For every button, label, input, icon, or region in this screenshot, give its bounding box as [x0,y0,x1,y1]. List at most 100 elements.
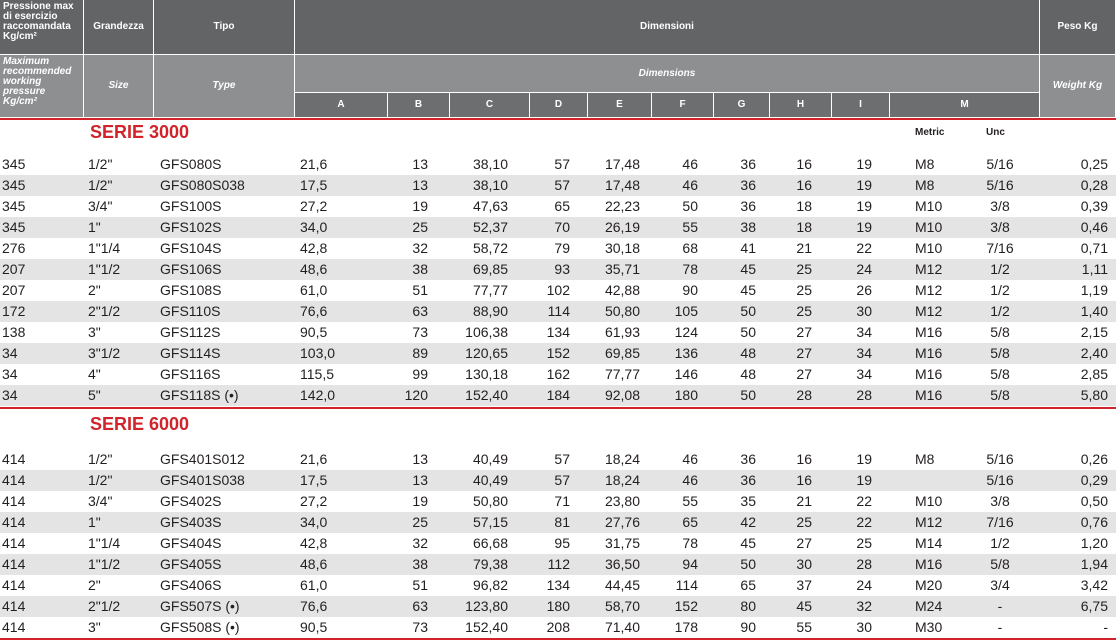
table-cell: 36,50 [604,556,640,572]
table-cell: 19 [856,156,872,172]
table-cell: GFS401S012 [160,451,245,467]
table-cell: 18,24 [604,472,640,488]
table-cell: 77,77 [472,282,508,298]
table-cell: 0,26 [1080,451,1108,467]
table-cell: 16 [796,177,812,193]
table-cell: M14 [915,535,943,551]
table-cell: 63 [412,303,428,319]
table-cell: 105 [674,303,698,319]
table-cell: 38 [412,261,428,277]
table-cell: 73 [412,324,428,340]
table-cell: 345 [2,156,26,172]
column-letter: B [388,93,450,118]
header-cell: Tipo [154,0,295,55]
table-cell: 2,15 [1080,324,1108,340]
table-cell: 345 [2,219,26,235]
table-cell: 46 [682,472,698,488]
table-cell: 180 [674,387,698,403]
table-cell: 57 [554,156,570,172]
table-cell: 36 [740,156,756,172]
table-cell: 1" [88,219,101,235]
table-cell: 103,0 [300,345,336,361]
table-cell: 90 [682,282,698,298]
table-row: 172 2"1/2 GFS110S 76,6 63 88,90 114 50,80 105 50 2… [0,301,1116,322]
table-cell: 2"1/2 [88,303,121,319]
table-cell: 65 [682,514,698,530]
table-cell: M12 [915,514,943,530]
table-cell: 27 [796,535,812,551]
table-cell: 1/2 [990,282,1010,298]
table-cell: 207 [2,282,26,298]
table-cell: 1,94 [1080,556,1108,572]
table-cell: M8 [915,451,935,467]
table-cell: M12 [915,261,943,277]
table-cell: 61,0 [300,577,328,593]
table-cell: 5,80 [1080,387,1108,403]
table-cell: 22 [856,240,872,256]
table-cell: 120 [404,387,428,403]
table-row: 345 1/2" GFS080S 21,6 13 38,10 57 17,48 46 36 16 19… [0,154,1116,175]
table-cell: 48,6 [300,556,328,572]
table-cell: M12 [915,303,943,319]
table-cell: 13 [412,177,428,193]
table-row: 34 4" GFS116S 115,5 99 130,18 162 77,77 146 48 27 3… [0,364,1116,385]
table-cell: 30 [796,556,812,572]
table-cell: 48 [740,345,756,361]
table-cell: 1" [88,514,101,530]
table-cell: GFS080S [160,156,222,172]
table-cell: 13 [412,451,428,467]
table-cell: 26 [856,282,872,298]
table-cell: 21,6 [300,156,328,172]
column-letter: C [450,93,530,118]
table-cell: 31,75 [604,535,640,551]
table-cell: 65 [740,577,756,593]
table-cell: 36 [740,198,756,214]
table-cell: 152 [546,345,570,361]
table-cell: 114 [547,303,570,319]
table-cell: GFS116S [160,366,221,382]
table-cell: 16 [796,472,812,488]
table-cell: 178 [674,619,698,635]
table-cell: M20 [915,577,943,593]
table-cell: 90 [740,619,756,635]
table-row: 345 1" GFS102S 34,0 25 52,37 70 26,19 55 38 18 19 M1… [0,217,1116,238]
table-cell: 46 [682,156,698,172]
table-cell: 27,2 [300,198,328,214]
table-cell: 1/2" [88,156,113,172]
table-cell: 414 [2,514,26,530]
table-cell: 36 [740,177,756,193]
table-cell: 134 [546,324,570,340]
table-cell: 17,5 [300,472,328,488]
table-cell: 172 [2,303,26,319]
table-cell: 3,42 [1080,577,1108,593]
unc-label: Unc [986,127,1005,138]
table-cell: 5/16 [986,451,1014,467]
column-letter: G [714,93,770,118]
table-cell: 1,11 [1081,261,1108,277]
table-cell: 95 [554,535,570,551]
table-cell: 34 [856,345,872,361]
table-cell: M12 [915,282,943,298]
table-cell: 114 [675,577,698,593]
table-cell: 35,71 [604,261,640,277]
table-cell: 58,72 [472,240,508,256]
table-cell: 81 [554,514,570,530]
table-cell: 21,6 [300,451,328,467]
table-cell: - [1103,619,1108,635]
table-cell: 45 [740,282,756,298]
table-cell: 27,76 [604,514,640,530]
header-cell: Grandezza [84,0,154,55]
table-cell: 152,40 [465,387,508,403]
table-cell: 1/2" [88,177,113,193]
table-cell: GFS402S [160,493,222,509]
table-cell: 50 [682,198,698,214]
table-cell: 3/8 [990,219,1010,235]
table-cell: 42,8 [300,535,328,551]
table-cell: 1"1/4 [88,535,121,551]
table-cell: GFS102S [160,219,222,235]
table-cell: 69,85 [604,345,640,361]
table-cell: 79 [554,240,570,256]
table-cell: 26,19 [604,219,640,235]
table-cell: 70 [554,219,570,235]
